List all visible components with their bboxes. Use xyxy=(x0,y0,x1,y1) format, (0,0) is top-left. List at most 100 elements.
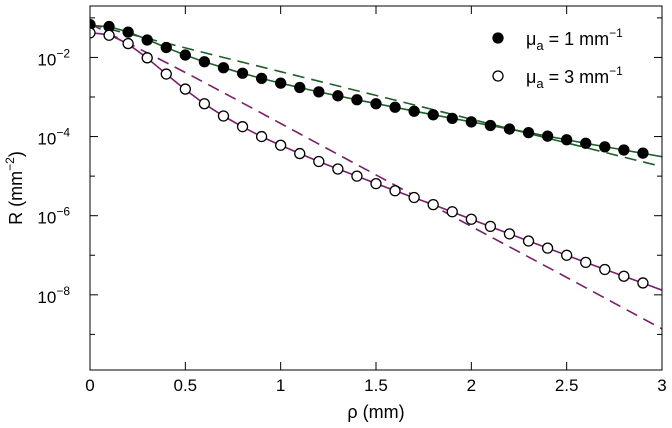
series-2-point xyxy=(427,198,439,211)
series-2-point xyxy=(90,27,96,39)
x-tick-label: 3 xyxy=(657,376,666,395)
series-1-point xyxy=(427,109,439,121)
y-axis-label-tail: ) xyxy=(6,151,26,157)
series-2-point xyxy=(580,256,592,269)
series-1-point xyxy=(351,94,363,106)
legend-label-2: μa = 3 mm−1 xyxy=(526,64,623,91)
series-2-point xyxy=(351,170,363,182)
series-2-point xyxy=(599,263,611,276)
legend-subscript: a xyxy=(536,38,544,53)
x-tick-label: 2 xyxy=(467,376,476,395)
y-tick-label-exp: −4 xyxy=(56,126,70,140)
series-1-point xyxy=(618,144,630,156)
series-2-point xyxy=(141,52,153,64)
series-1-point xyxy=(90,18,96,31)
series-2-point xyxy=(408,191,420,204)
legend-symbol: μ xyxy=(526,29,536,49)
legend-marker-1 xyxy=(492,32,504,44)
y-tick-label: 10−4 xyxy=(37,126,70,149)
series-1-point xyxy=(255,72,268,85)
series-1-point xyxy=(198,56,211,68)
y-tick-label-base: 10 xyxy=(37,50,56,69)
x-tick-label: 1 xyxy=(276,376,285,395)
series-2-point xyxy=(103,29,115,41)
y-tick-label: 10−2 xyxy=(37,46,70,69)
series-1-point xyxy=(141,34,153,46)
y-tick-label: 10−8 xyxy=(37,284,70,307)
legend-superscript: −1 xyxy=(609,64,623,78)
series-2-point xyxy=(503,228,516,240)
series-2-point xyxy=(179,83,191,95)
y-axis-label-base: R (mm xyxy=(6,171,26,225)
series-1-point xyxy=(332,90,344,102)
series-markers xyxy=(90,18,649,289)
series-1-point xyxy=(522,126,535,139)
ticks: 0 0.5 1 1.5 2 2.5 310−210−410−610−8 xyxy=(37,6,667,395)
legend-text-main: = 1 mm xyxy=(544,29,610,49)
series-2-dashed-line xyxy=(90,23,662,330)
series-2-point xyxy=(160,68,172,80)
series-2-point xyxy=(313,155,325,168)
series-2-point xyxy=(122,37,134,50)
series-2-point xyxy=(618,270,630,282)
y-tick-label-exp: −2 xyxy=(56,46,70,60)
y-axis-label: R (mm−2) xyxy=(3,151,26,225)
y-tick-label-base: 10 xyxy=(37,130,56,149)
series-1-dashed-line xyxy=(90,23,662,168)
series-2-point xyxy=(522,235,535,247)
series-1-point xyxy=(217,62,230,74)
y-axis-label-exp: −2 xyxy=(3,157,17,171)
plot-frame xyxy=(89,5,663,371)
series-1-point xyxy=(637,147,649,159)
series-2-point xyxy=(561,249,573,261)
y-tick-label-exp: −8 xyxy=(56,284,70,298)
x-tick-label: 0 xyxy=(85,376,94,395)
series-2-point xyxy=(465,213,477,225)
series-1-point xyxy=(294,81,306,94)
series-1-point xyxy=(484,119,497,132)
series-2-point xyxy=(294,147,306,160)
legend-subscript: a xyxy=(536,76,544,91)
series-1-point xyxy=(446,112,458,125)
series-1-point xyxy=(236,67,249,79)
series-2-point xyxy=(446,206,458,218)
legend-text-main: = 3 mm xyxy=(544,67,610,87)
series-1-point xyxy=(465,116,477,128)
series-2-point xyxy=(236,121,249,133)
legend-label-1: μa = 1 mm−1 xyxy=(526,26,623,53)
series-2-point xyxy=(484,220,497,233)
series-2-point xyxy=(217,110,230,122)
y-tick-label-base: 10 xyxy=(37,288,56,307)
series-2-point xyxy=(637,277,649,289)
series-1-point xyxy=(122,26,134,38)
series-1-point xyxy=(313,86,325,98)
series-2-point xyxy=(275,139,287,151)
series-2-point xyxy=(332,163,344,175)
series-2-point xyxy=(541,242,554,254)
series-1-point xyxy=(160,41,172,54)
x-tick-label: 1.5 xyxy=(364,376,388,395)
y-tick-label-base: 10 xyxy=(37,209,56,228)
series-1-point xyxy=(541,130,554,142)
series-2-point xyxy=(389,185,401,197)
y-tick-label-exp: −6 xyxy=(56,205,70,219)
y-tick-label: 10−6 xyxy=(37,205,70,228)
series-2-point xyxy=(255,130,268,143)
series-1-point xyxy=(580,137,592,149)
legend-marker-2 xyxy=(492,70,504,82)
series-1-point xyxy=(599,141,611,153)
x-axis-label: ρ (mm) xyxy=(347,402,404,422)
series-1-point xyxy=(370,98,382,110)
legend: μa = 1 mm−1μa = 3 mm−1 xyxy=(492,26,623,91)
legend-symbol: μ xyxy=(526,67,536,87)
series-1-point xyxy=(408,105,420,117)
x-tick-label: 2.5 xyxy=(555,376,579,395)
series-1-point xyxy=(389,101,401,113)
series-1-point xyxy=(179,49,191,61)
series-2-point xyxy=(198,98,211,110)
legend-superscript: −1 xyxy=(609,26,623,40)
series-2-point xyxy=(370,177,382,190)
x-tick-label: 0.5 xyxy=(174,376,198,395)
series-1-point xyxy=(275,77,287,89)
